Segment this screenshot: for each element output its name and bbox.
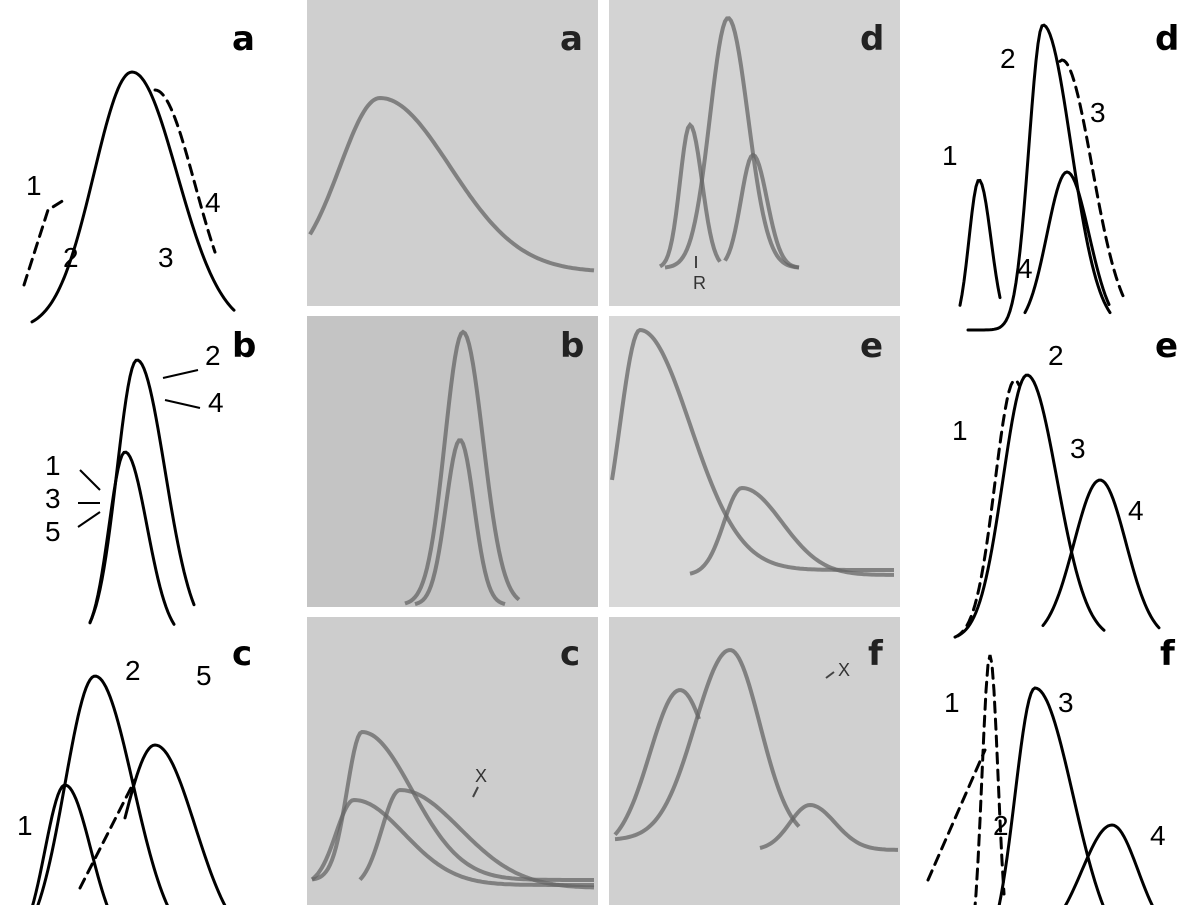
peak-label: 5 [196, 660, 212, 691]
photo-peak [658, 121, 722, 269]
sketch-curve [88, 358, 196, 624]
sketch-curve [78, 778, 137, 890]
panel-letter: a [232, 19, 255, 59]
photo-letter: a [560, 19, 583, 59]
photo-peak [723, 152, 800, 270]
sketch-curve [973, 654, 1006, 905]
peak-label: 5 [45, 516, 61, 547]
peak-label: 3 [158, 242, 174, 273]
photo-letter: d [860, 19, 884, 59]
peak-label: 1 [952, 415, 968, 446]
sketch-curve [953, 378, 1021, 639]
peak-label: 1 [944, 687, 960, 718]
sketch-curve [966, 23, 1112, 332]
photo-panel [609, 617, 900, 905]
photo-peak [613, 688, 701, 837]
photo-peak [759, 802, 898, 852]
peak-label: 4 [1150, 820, 1166, 851]
sketch-curve [36, 674, 169, 905]
sketch-curve [30, 70, 236, 324]
peak-label: 3 [1070, 433, 1086, 464]
photo-peak [308, 95, 595, 273]
photo-peak [610, 327, 894, 572]
sketch-curve [31, 783, 109, 905]
sketch-curve [123, 743, 227, 905]
peak-label: 4 [1128, 495, 1144, 526]
panel-letter: b [232, 326, 256, 366]
peak-label: 2 [993, 810, 1009, 841]
photo-peak [358, 787, 595, 890]
photo-peak [311, 729, 594, 882]
peak-label: 2 [125, 655, 141, 686]
photo-letter: f [868, 634, 884, 674]
sketch-curve [1058, 58, 1126, 300]
panel-letter: d [1155, 19, 1179, 59]
sketch-curve [926, 748, 987, 882]
sketch-curve [88, 450, 176, 626]
leader-lines [77, 369, 201, 528]
sketch-curve [1063, 823, 1154, 905]
peak-label: 4 [208, 387, 224, 418]
sketch-curve [958, 178, 1002, 307]
sketch-curve [1023, 170, 1111, 315]
photo-letter: b [560, 326, 584, 366]
peak-label: 1 [942, 140, 958, 171]
peak-label: 4 [1017, 253, 1033, 284]
peak-label: 1 [45, 450, 61, 481]
peak-label: 2 [1048, 340, 1064, 371]
photo-panel [307, 0, 598, 306]
peak-label: 2 [1000, 43, 1016, 74]
sketch-curve [22, 198, 66, 287]
photo-peak [664, 16, 800, 270]
photo-peak [404, 329, 521, 606]
sketch-curve [997, 686, 1105, 905]
peak-label: 3 [1058, 687, 1074, 718]
curves [22, 16, 1161, 905]
photo-panel [307, 617, 598, 905]
photo-panel [609, 316, 900, 607]
peak-label: 2 [205, 340, 221, 371]
annotation-tick [472, 786, 479, 798]
peak-label: 4 [205, 187, 221, 218]
photo-letter: e [860, 326, 883, 366]
peak-label: 3 [45, 483, 61, 514]
photo-peak [614, 648, 801, 842]
peak-label: 1 [26, 170, 42, 201]
peak-label: 3 [1090, 97, 1106, 128]
photo-backgrounds [307, 0, 900, 905]
photo-letter: c [560, 634, 580, 674]
annotation: X [838, 660, 850, 680]
sketch-curve [1041, 478, 1161, 630]
panel-letter: c [232, 634, 252, 674]
panel-letter: e [1155, 326, 1178, 366]
peak-label: 1 [17, 810, 33, 841]
sketch-curve [956, 373, 1106, 638]
panel-letter: f [1160, 634, 1176, 674]
annotation: X [475, 766, 487, 786]
annotation-tick [825, 671, 835, 679]
photo-peak [414, 438, 506, 607]
annotation: R [693, 273, 706, 293]
photo-peak [689, 485, 894, 577]
sketch-curve [153, 88, 217, 254]
peak-label: 2 [63, 242, 79, 273]
